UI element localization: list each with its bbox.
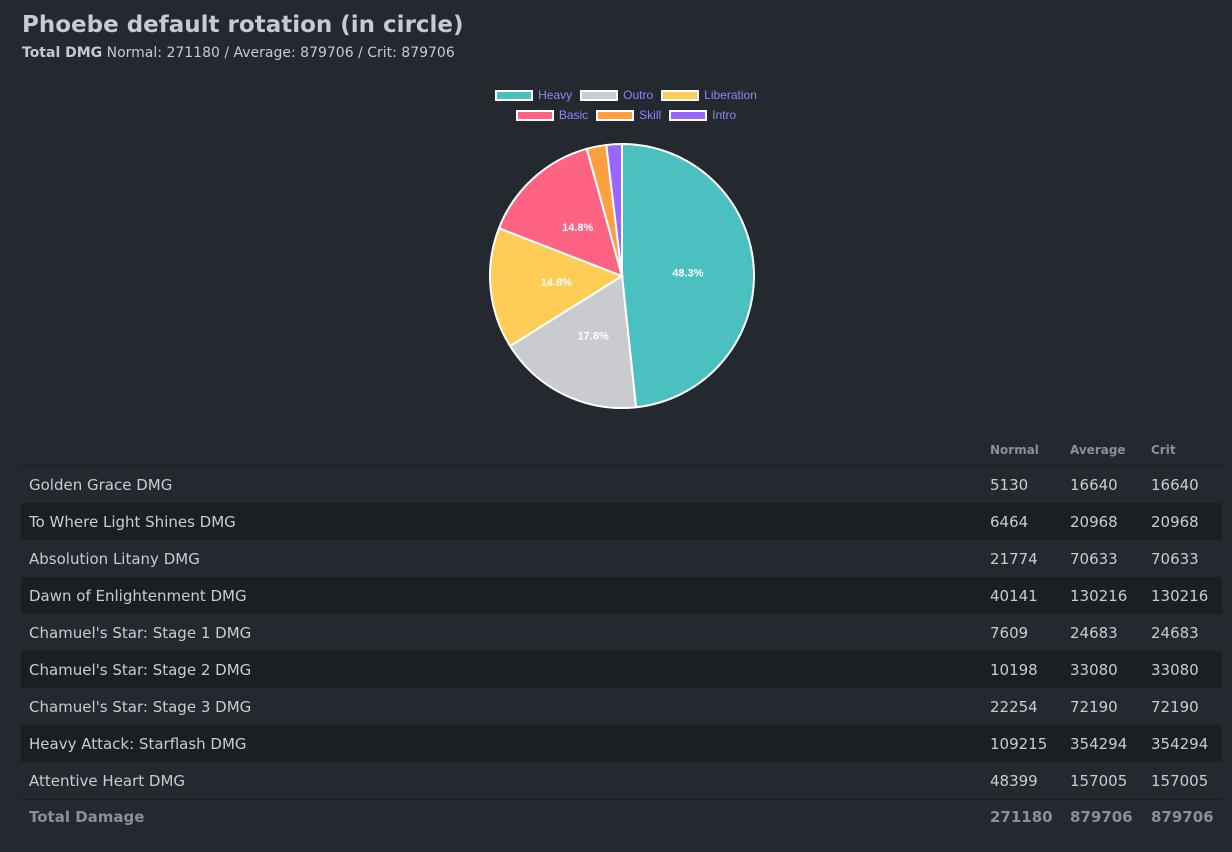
row-average: 33080 (1070, 661, 1118, 679)
total-name: Total Damage (29, 808, 145, 826)
row-name: To Where Light Shines DMG (29, 513, 236, 531)
table-row: Heavy Attack: Starflash DMG 109215 35429… (21, 725, 1222, 762)
row-name: Heavy Attack: Starflash DMG (29, 735, 247, 753)
row-normal: 10198 (990, 661, 1038, 679)
row-normal: 21774 (990, 550, 1038, 568)
header-normal: Normal (990, 443, 1039, 457)
legend-label-skill: Skill (639, 108, 662, 122)
table-row: To Where Light Shines DMG 6464 20968 209… (21, 503, 1222, 540)
row-crit: 20968 (1151, 513, 1199, 531)
legend-swatch-outro (580, 89, 619, 101)
legend-item-liberation[interactable]: Liberation (661, 88, 757, 102)
row-normal: 40141 (990, 587, 1038, 605)
damage-table: Normal Average Crit Golden Grace DMG 513… (21, 436, 1222, 834)
legend-label-heavy: Heavy (538, 88, 573, 102)
table-row: Dawn of Enlightenment DMG 40141 130216 1… (21, 577, 1222, 614)
legend-item-basic[interactable]: Basic (515, 108, 589, 122)
row-name: Attentive Heart DMG (29, 772, 186, 790)
row-average: 24683 (1070, 624, 1118, 642)
table-header: Normal Average Crit (21, 436, 1222, 466)
legend-swatch-intro (669, 109, 708, 121)
legend-item-intro[interactable]: Intro (669, 108, 736, 122)
legend-row-1: Heavy Outro Liberation (476, 88, 776, 102)
pie-label-basic: 14.8% (562, 222, 593, 234)
row-normal: 48399 (990, 772, 1038, 790)
table-row: Golden Grace DMG 5130 16640 16640 (21, 466, 1222, 503)
row-average: 16640 (1070, 476, 1118, 494)
pie-label-outro: 17.8% (578, 330, 609, 342)
row-crit: 157005 (1151, 772, 1209, 790)
row-normal: 109215 (990, 735, 1048, 753)
row-normal: 22254 (990, 698, 1038, 716)
row-average: 72190 (1070, 698, 1118, 716)
table-row: Chamuel's Star: Stage 3 DMG 22254 72190 … (21, 688, 1222, 725)
legend-label-liberation: Liberation (704, 88, 757, 102)
total-normal: 271180 (990, 808, 1053, 826)
row-name: Golden Grace DMG (29, 476, 173, 494)
damage-summary: Total DMG Normal: 271180 / Average: 8797… (22, 45, 455, 61)
table-row: Chamuel's Star: Stage 2 DMG 10198 33080 … (21, 651, 1222, 688)
row-crit: 130216 (1151, 587, 1209, 605)
legend-item-outro[interactable]: Outro (580, 88, 653, 102)
row-average: 157005 (1070, 772, 1128, 790)
total-crit: 879706 (1151, 808, 1214, 826)
row-name: Chamuel's Star: Stage 3 DMG (29, 698, 252, 716)
row-name: Absolution Litany DMG (29, 550, 200, 568)
row-name: Chamuel's Star: Stage 2 DMG (29, 661, 252, 679)
row-name: Chamuel's Star: Stage 1 DMG (29, 624, 252, 642)
legend-label-outro: Outro (623, 88, 654, 102)
legend-swatch-heavy (495, 89, 534, 101)
row-name: Dawn of Enlightenment DMG (29, 587, 247, 605)
table-row: Attentive Heart DMG 48399 157005 157005 (21, 762, 1222, 799)
row-normal: 5130 (990, 476, 1029, 494)
legend-item-heavy[interactable]: Heavy (495, 88, 572, 102)
page-title: Phoebe default rotation (in circle) (22, 12, 464, 38)
pie-label-heavy: 48.3% (672, 267, 703, 279)
legend-label-basic: Basic (558, 108, 589, 122)
pie-svg: 48.3% 17.8% 14.8% 14.8% (489, 142, 755, 409)
table-row: Chamuel's Star: Stage 1 DMG 7609 24683 2… (21, 614, 1222, 651)
legend-swatch-liberation (661, 89, 700, 101)
row-average: 70633 (1070, 550, 1118, 568)
row-crit: 354294 (1151, 735, 1209, 753)
legend-row-2: Basic Skill Intro (476, 108, 776, 122)
chart-legend: Heavy Outro Liberation Basic Skill (476, 88, 776, 128)
row-crit: 24683 (1151, 624, 1199, 642)
legend-label-intro: Intro (712, 108, 737, 122)
total-dmg-label: Total DMG (22, 45, 103, 61)
row-average: 130216 (1070, 587, 1128, 605)
header-average: Average (1070, 443, 1126, 457)
summary-values: Normal: 271180 / Average: 879706 / Crit:… (106, 45, 455, 61)
row-crit: 70633 (1151, 550, 1199, 568)
row-normal: 6464 (990, 513, 1029, 531)
legend-swatch-basic (515, 109, 554, 121)
legend-swatch-skill (596, 109, 635, 121)
pie-slice-liberation[interactable] (489, 226, 625, 348)
total-row: Total Damage 271180 879706 879706 (21, 799, 1222, 834)
row-average: 354294 (1070, 735, 1128, 753)
total-average: 879706 (1070, 808, 1133, 826)
legend-item-skill[interactable]: Skill (596, 108, 661, 122)
row-average: 20968 (1070, 513, 1118, 531)
header-crit: Crit (1151, 443, 1176, 457)
row-normal: 7609 (990, 624, 1029, 642)
table-row: Absolution Litany DMG 21774 70633 70633 (21, 540, 1222, 577)
pie-slice-outro[interactable] (508, 274, 638, 409)
pie-slice-heavy[interactable] (621, 142, 755, 409)
pie-slice-basic[interactable] (497, 147, 624, 278)
pie-chart: Heavy Outro Liberation Basic Skill (476, 88, 776, 418)
row-crit: 33080 (1151, 661, 1199, 679)
pie-slice-intro[interactable] (605, 142, 623, 277)
row-crit: 16640 (1151, 476, 1199, 494)
pie-label-liberation: 14.8% (541, 277, 572, 289)
row-crit: 72190 (1151, 698, 1199, 716)
